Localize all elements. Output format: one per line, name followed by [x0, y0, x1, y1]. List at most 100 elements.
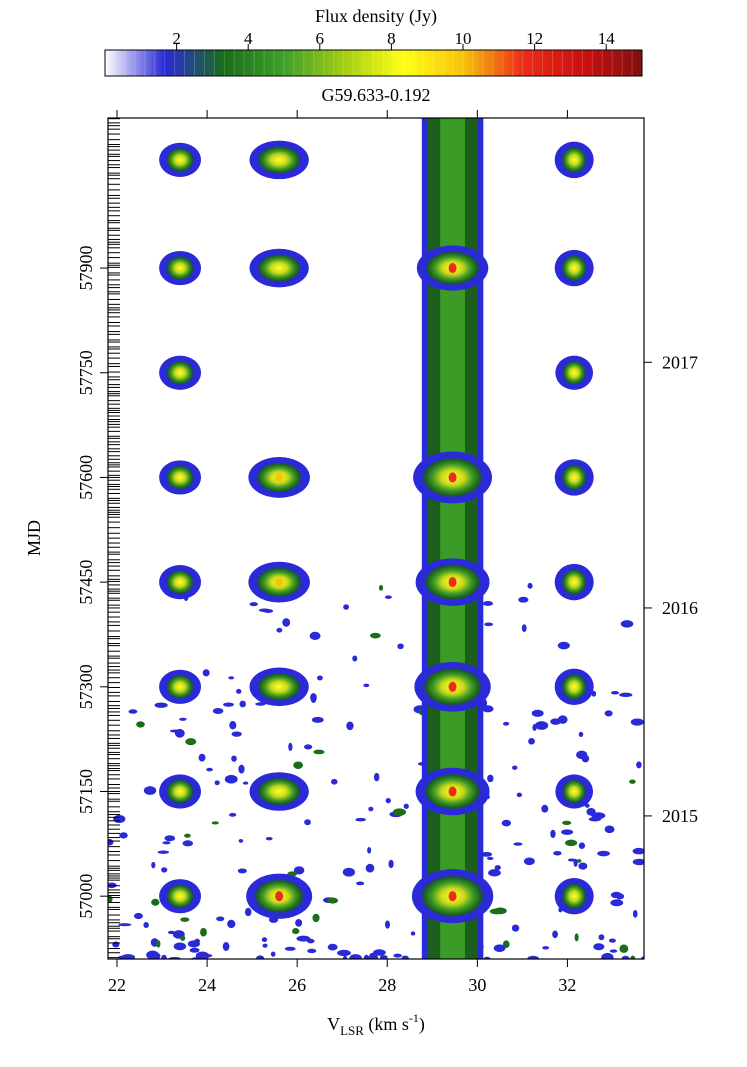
noise-speck	[262, 943, 268, 948]
noise-speck	[630, 955, 636, 959]
noise-speck	[574, 933, 579, 942]
noise-speck	[311, 716, 324, 723]
noise-speck	[369, 632, 381, 639]
colorbar-segments	[114, 50, 633, 76]
noise-speck	[565, 839, 578, 847]
noise-speck	[229, 812, 237, 817]
noise-speck	[143, 921, 149, 929]
noise-speck	[378, 584, 384, 591]
flare-blob	[560, 881, 588, 911]
noise-speck	[632, 910, 638, 918]
x-axis-label-main: V	[327, 1014, 340, 1034]
noise-speck	[489, 908, 504, 915]
y-axis: 57000 57150 57300 57450 57600 57750 57900	[76, 246, 108, 919]
noise-speck	[586, 808, 596, 816]
noise-speck	[397, 643, 404, 650]
noise-speck	[292, 928, 300, 935]
noise-speck	[567, 858, 576, 862]
y-tick-label: 57900	[76, 246, 96, 291]
noise-speck	[527, 955, 540, 959]
x-tick-label: 22	[108, 975, 126, 995]
x-axis-label-close: )	[419, 1014, 425, 1035]
noise-speck	[239, 700, 246, 708]
flare-blob	[165, 464, 196, 491]
noise-speck	[276, 627, 283, 633]
noise-speck	[521, 624, 527, 633]
noise-speck	[621, 955, 630, 959]
flare-blob	[255, 144, 303, 176]
colorbar	[104, 49, 643, 77]
noise-speck	[373, 772, 380, 782]
colorbar-tick-label: 12	[526, 29, 543, 48]
noise-speck	[403, 803, 409, 809]
plot-area	[108, 118, 644, 959]
flare-peak	[448, 891, 457, 902]
noise-speck	[337, 949, 351, 957]
noise-speck	[200, 927, 207, 937]
flare-peak	[448, 786, 457, 797]
noise-speck	[342, 867, 355, 877]
noise-speck	[307, 948, 317, 954]
noise-speck	[384, 920, 391, 929]
noise-speck	[342, 955, 348, 959]
noise-speck	[187, 940, 200, 948]
noise-speck	[113, 814, 126, 824]
noise-speck	[379, 955, 388, 959]
colorbar-tick-labels: 2 4 6 8 10 12 14	[172, 29, 615, 50]
noise-speck	[528, 738, 535, 745]
noise-speck	[578, 842, 586, 849]
noise-speck	[604, 710, 613, 717]
x-tick-label: 26	[288, 975, 306, 995]
noise-speck	[282, 618, 291, 627]
noise-speck	[597, 850, 610, 857]
flare-blob	[560, 463, 588, 492]
noise-speck	[487, 774, 494, 783]
noise-speck	[535, 721, 549, 730]
noise-speck	[482, 600, 494, 606]
noise-speck	[552, 930, 558, 939]
noise-speck	[136, 721, 145, 728]
noise-speck	[480, 851, 493, 857]
noise-speck	[557, 641, 570, 650]
year-tick-label: 2015	[662, 806, 698, 826]
noise-speck	[388, 859, 394, 869]
noise-speck	[368, 806, 374, 812]
noise-speck	[211, 821, 219, 825]
noise-speck	[636, 761, 642, 769]
noise-speck	[249, 602, 258, 607]
noise-speck	[261, 937, 268, 943]
noise-speck	[229, 721, 237, 730]
noise-speck	[236, 688, 242, 694]
flare-blob	[255, 252, 303, 284]
x-tick-label: 30	[468, 975, 486, 995]
flare-blob	[165, 778, 196, 805]
noise-speck	[161, 954, 167, 959]
noise-speck	[146, 950, 159, 959]
noise-speck	[231, 755, 237, 762]
flare-blob	[561, 778, 588, 805]
year-tick-label: 2017	[662, 352, 698, 372]
noise-speck	[516, 792, 523, 798]
noise-speck	[185, 738, 197, 746]
noise-speck	[238, 839, 244, 843]
noise-speck	[212, 708, 224, 715]
noise-speck	[108, 839, 114, 846]
noise-speck	[619, 692, 633, 698]
flare-peak	[275, 473, 284, 482]
flare-blob	[255, 671, 303, 703]
noise-speck	[576, 859, 582, 863]
noise-speck	[157, 850, 170, 854]
flare-blob	[165, 146, 196, 173]
noise-speck	[198, 753, 206, 762]
x-axis-label-units: (km s	[364, 1014, 409, 1035]
noise-speck	[214, 780, 220, 786]
noise-speck	[542, 946, 550, 950]
noise-speck	[502, 721, 510, 726]
noise-speck	[355, 817, 367, 822]
noise-speck	[317, 675, 323, 681]
noise-speck	[242, 781, 249, 785]
noise-speck	[119, 832, 128, 839]
noise-speck	[255, 955, 265, 959]
observation-epoch-ticks	[108, 118, 120, 959]
noise-speck	[224, 774, 238, 784]
